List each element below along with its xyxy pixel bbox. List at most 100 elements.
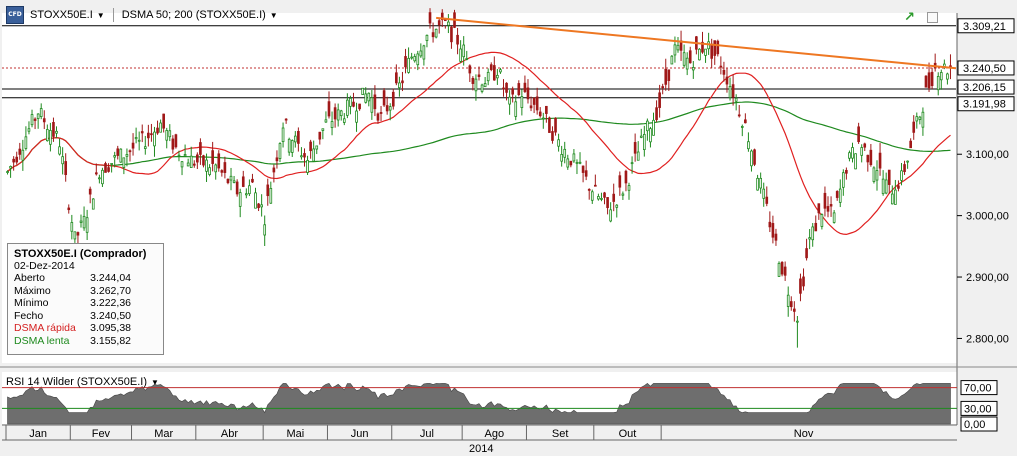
candle — [370, 89, 374, 120]
trendline[interactable] — [436, 16, 957, 70]
candle-body — [796, 320, 799, 323]
candle-body — [404, 56, 407, 68]
candle — [226, 178, 230, 185]
candle — [890, 185, 894, 205]
candle — [646, 118, 649, 141]
candle-body — [217, 153, 221, 169]
candle — [774, 228, 778, 246]
window-icon[interactable] — [926, 12, 938, 23]
candle-body — [24, 136, 28, 149]
candle — [866, 154, 870, 172]
candle-body — [606, 197, 609, 209]
candle-body — [786, 294, 790, 307]
candle-body — [759, 177, 762, 189]
candle — [46, 124, 49, 142]
candle — [511, 86, 514, 103]
candle — [15, 151, 19, 165]
rsi-indicator-selector[interactable]: RSI 14 Wilder (STOXX50E.I) ▼ — [6, 376, 159, 388]
indicator-selector[interactable]: DSMA 50; 200 (STOXX50E.I) ▼ — [122, 9, 278, 21]
candle-body — [42, 118, 46, 123]
candle-body — [85, 217, 89, 233]
trend-up-icon[interactable]: ↗ — [904, 10, 915, 25]
candle-body — [33, 118, 37, 121]
candle-body — [199, 142, 202, 155]
candle-body — [541, 117, 545, 120]
candle — [339, 109, 343, 121]
candle — [643, 125, 646, 157]
candle — [921, 107, 925, 136]
candle — [217, 150, 221, 172]
candle-body — [939, 72, 943, 81]
candle — [894, 179, 897, 205]
candle-body — [471, 77, 475, 84]
indicator-label: DSMA 50; 200 (STOXX50E.I) — [121, 9, 266, 21]
candle — [728, 77, 732, 101]
candle-body — [272, 167, 276, 173]
candle — [740, 124, 744, 137]
chevron-down-icon: ▼ — [269, 10, 278, 20]
candle — [799, 273, 802, 302]
candle — [18, 142, 22, 160]
candle — [171, 135, 175, 154]
candle — [82, 206, 86, 231]
candle — [165, 127, 169, 149]
candle-body — [499, 69, 502, 73]
candle — [869, 143, 873, 167]
candle-body — [517, 83, 521, 96]
symbol-selector[interactable]: STOXX50E.I ▼ — [30, 9, 105, 21]
candle-body — [434, 28, 438, 38]
candle — [30, 109, 34, 128]
candle-body — [290, 140, 294, 153]
candle-body — [734, 97, 738, 102]
candle-body — [312, 148, 315, 162]
candle — [541, 112, 545, 129]
candle-body — [575, 161, 579, 164]
candle-body — [119, 148, 123, 163]
candle — [211, 141, 214, 172]
candle-body — [863, 143, 867, 148]
candle — [750, 149, 753, 172]
candle-body — [229, 175, 233, 181]
candle-body — [21, 149, 25, 161]
candle-body — [113, 155, 117, 158]
candle-body — [725, 76, 729, 85]
candle-body — [480, 84, 484, 92]
rsi-layer: 70,00 30,00 0,00 — [2, 380, 998, 432]
candle — [21, 139, 25, 171]
candle-body — [462, 44, 466, 58]
candle — [532, 97, 536, 114]
candle-body — [857, 126, 860, 143]
candle-body — [639, 135, 643, 138]
candle-body — [474, 78, 478, 92]
candle — [153, 126, 156, 157]
candle — [529, 96, 533, 112]
candle-body — [370, 97, 374, 113]
candle — [290, 139, 294, 157]
candle — [670, 55, 674, 65]
candle — [838, 179, 842, 208]
candle-body — [887, 169, 891, 185]
price-marker-label: 3.191,98 — [963, 99, 1006, 111]
candle-body — [526, 87, 530, 100]
candle — [667, 69, 671, 91]
candle — [505, 82, 508, 101]
candle-body — [349, 97, 352, 107]
candle-body — [440, 12, 444, 21]
candle — [887, 169, 891, 194]
candle — [116, 145, 120, 160]
candle-body — [838, 188, 842, 203]
candle-body — [740, 126, 744, 128]
candle-body — [150, 133, 153, 136]
candle-body — [79, 220, 83, 223]
candle — [719, 56, 723, 75]
candle — [897, 180, 900, 192]
candle — [159, 119, 162, 133]
candle — [456, 27, 459, 55]
candle — [177, 150, 181, 162]
candle — [789, 296, 793, 311]
candle — [6, 170, 9, 175]
candle — [786, 286, 790, 317]
candle-body — [101, 169, 104, 185]
candle-body — [55, 130, 58, 134]
candle-body — [701, 41, 704, 53]
